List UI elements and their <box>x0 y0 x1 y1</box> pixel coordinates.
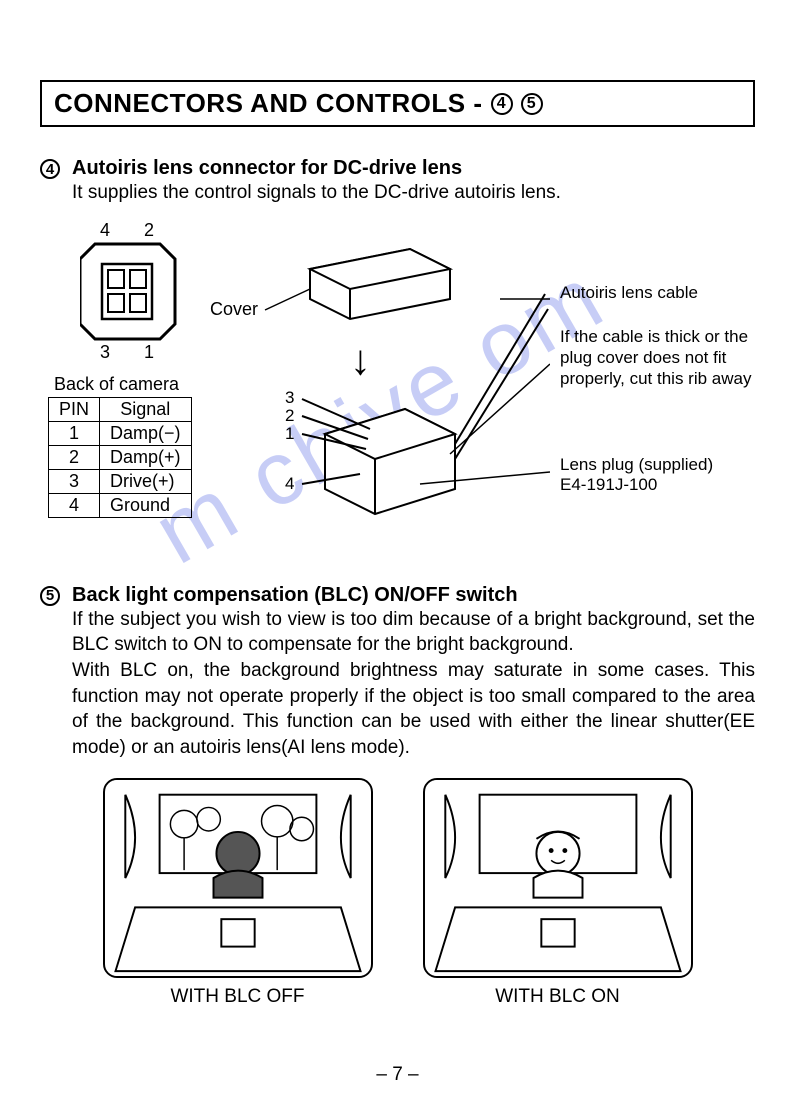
annot-cable: Autoiris lens cable <box>560 282 698 303</box>
blc-on-caption: WITH BLC ON <box>423 986 693 1008</box>
section-4: 4 Autoiris lens connector for DC-drive l… <box>40 157 755 206</box>
blc-illustrations: WITH BLC OFF WITH BLC ON <box>40 778 755 1008</box>
table-row: 3Drive(+) <box>49 469 192 493</box>
pin-socket-drawing: 4 2 3 1 <box>80 224 190 359</box>
table-row: 1Damp(−) <box>49 421 192 445</box>
section-4-num: 4 <box>40 159 60 179</box>
page-title-box: CONNECTORS AND CONTROLS - 4 5 <box>40 80 755 127</box>
pin-table-caption: Back of camera <box>54 374 192 395</box>
section-5-title: Back light compensation (BLC) ON/OFF swi… <box>72 584 755 607</box>
section-5-para2: With BLC on, the background brightness m… <box>72 658 755 761</box>
table-row: 4Ground <box>49 493 192 517</box>
section-4-title: Autoiris lens connector for DC-drive len… <box>72 157 755 180</box>
pin-label-4: 4 <box>100 220 110 241</box>
blc-off-caption: WITH BLC OFF <box>103 986 373 1008</box>
connector-diagram: m chive om 4 2 3 1 Back of camera PIN Si… <box>40 224 755 564</box>
section-4-text: It supplies the control signals to the D… <box>72 180 755 206</box>
annot-plug1: Lens plug (supplied) <box>560 454 713 475</box>
section-5: 5 Back light compensation (BLC) ON/OFF s… <box>40 584 755 761</box>
section-5-marker: 5 <box>40 584 60 761</box>
blc-on-panel: WITH BLC ON <box>423 778 693 1008</box>
pin-label-1: 1 <box>144 342 154 363</box>
section-5-num: 5 <box>40 586 60 606</box>
blc-off-panel: WITH BLC OFF <box>103 778 373 1008</box>
section-5-para1: If the subject you wish to view is too d… <box>72 607 755 658</box>
lead-label-1: 1 <box>285 424 294 444</box>
pin-table-wrap: Back of camera PIN Signal 1Damp(−) 2Damp… <box>48 374 192 518</box>
svg-text:↓: ↓ <box>350 336 371 383</box>
pin-label-3: 3 <box>100 342 110 363</box>
annot-plug2: E4-191J-100 <box>560 474 657 495</box>
lead-label-3: 3 <box>285 388 294 408</box>
table-row: 2Damp(+) <box>49 445 192 469</box>
section-4-marker: 4 <box>40 157 60 206</box>
lead-label-4: 4 <box>285 474 294 494</box>
lead-label-2: 2 <box>285 406 294 426</box>
blc-off-image <box>103 778 373 978</box>
th-pin: PIN <box>49 397 100 421</box>
page-title-text: CONNECTORS AND CONTROLS - <box>54 88 483 119</box>
title-num-5: 5 <box>521 93 543 115</box>
th-signal: Signal <box>100 397 192 421</box>
table-header-row: PIN Signal <box>49 397 192 421</box>
blc-on-image <box>423 778 693 978</box>
pin-table: PIN Signal 1Damp(−) 2Damp(+) 3Drive(+) 4… <box>48 397 192 518</box>
page-number: – 7 – <box>0 1064 795 1086</box>
annot-rib: If the cable is thick or the plug cover … <box>560 326 760 390</box>
title-num-4: 4 <box>491 93 513 115</box>
pin-label-2: 2 <box>144 220 154 241</box>
